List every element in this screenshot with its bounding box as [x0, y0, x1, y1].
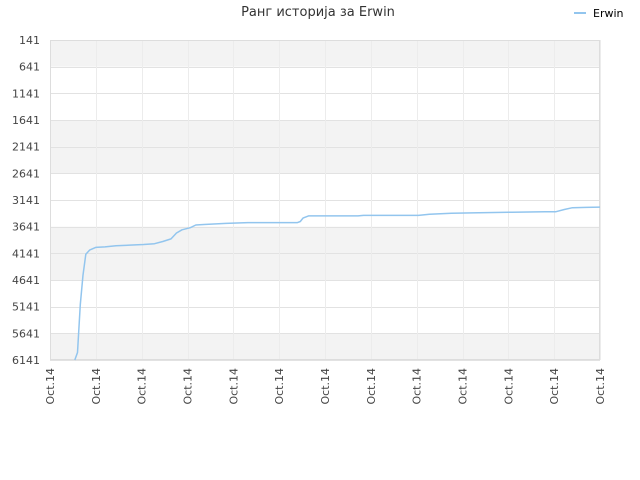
- y-tick-label: 641: [19, 61, 40, 74]
- legend: Erwin: [574, 7, 624, 20]
- plot-border: [50, 40, 600, 360]
- x-axis: Oct.14 Oct.14 Oct.14 Oct.14 Oct.14 Oct.14 Oct.…: [44, 368, 607, 405]
- y-tick-label: 141: [19, 34, 40, 47]
- y-tick-label: 3641: [12, 221, 40, 234]
- x-tick-label: Oct.14: [548, 368, 561, 405]
- x-tick-label: Oct.14: [411, 368, 424, 405]
- x-tick-label: Oct.14: [457, 368, 470, 405]
- legend-label-erwin: Erwin: [593, 7, 624, 20]
- y-tick-label: 5641: [12, 327, 40, 340]
- series-line-erwin: [74, 206, 601, 361]
- gridlines: [50, 40, 601, 361]
- x-tick-label: Oct.14: [594, 368, 607, 405]
- x-tick-label: Oct.14: [136, 368, 149, 405]
- y-tick-label: 2141: [12, 141, 40, 154]
- chart-title: Ранг историја за Erwin: [241, 5, 395, 20]
- y-axis: 141 641 1141 1641 2141 2641 3141 3641 4141 4641 51…: [12, 34, 40, 367]
- series-layer: [74, 206, 601, 361]
- y-tick-label: 1141: [12, 87, 40, 100]
- y-tick-label: 5141: [12, 301, 40, 314]
- y-tick-label: 4641: [12, 274, 40, 287]
- x-tick-label: Oct.14: [273, 368, 286, 405]
- x-tick-label: Oct.14: [227, 368, 240, 405]
- x-tick-label: Oct.14: [90, 368, 103, 405]
- x-tick-label: Oct.14: [44, 368, 57, 405]
- x-tick-label: Oct.14: [319, 368, 332, 405]
- x-tick-label: Oct.14: [502, 368, 515, 405]
- y-tick-label: 1641: [12, 114, 40, 127]
- x-tick-label: Oct.14: [365, 368, 378, 405]
- y-tick-label: 2641: [12, 167, 40, 180]
- y-tick-label: 3141: [12, 194, 40, 207]
- y-tick-label: 4141: [12, 247, 40, 260]
- x-tick-label: Oct.14: [182, 368, 195, 405]
- y-tick-label: 6141: [12, 354, 40, 367]
